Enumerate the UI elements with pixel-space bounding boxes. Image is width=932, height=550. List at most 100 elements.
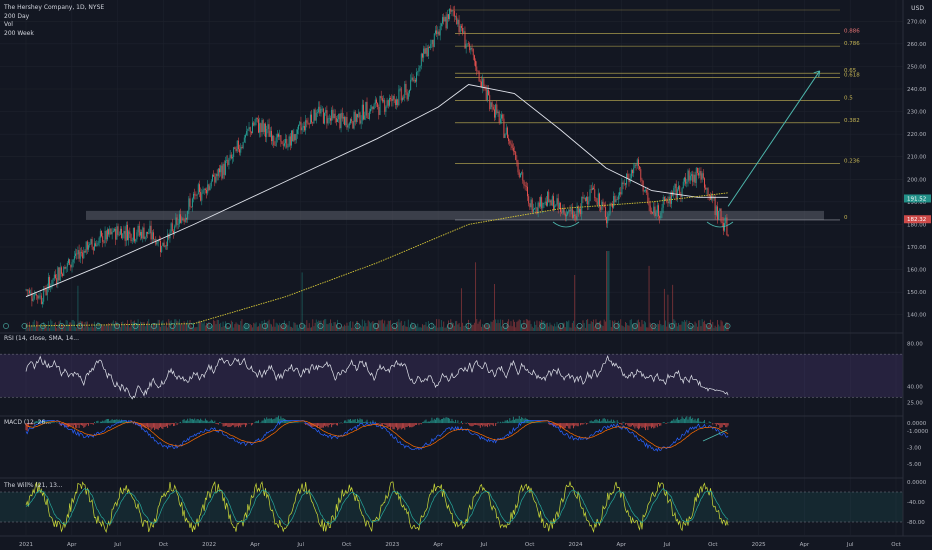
candle-body bbox=[628, 178, 630, 182]
candle-body bbox=[88, 245, 89, 250]
candle-body bbox=[73, 256, 75, 260]
macd-histogram-bar bbox=[204, 418, 206, 424]
macd-histogram-bar bbox=[165, 423, 167, 427]
candle-body bbox=[499, 118, 501, 123]
candle-body bbox=[587, 197, 589, 205]
indicator-200-week[interactable]: 200 Week bbox=[4, 29, 34, 37]
macd-histogram-bar bbox=[409, 423, 410, 428]
candle-body bbox=[168, 234, 170, 239]
macd-histogram-bar bbox=[275, 417, 277, 424]
candle-body bbox=[31, 292, 33, 301]
event-marker bbox=[391, 323, 398, 329]
willr-pane-label[interactable]: The Will% (21, 13... bbox=[4, 482, 63, 489]
volume-bar bbox=[699, 320, 701, 331]
volume-bar bbox=[392, 326, 394, 331]
event-marker bbox=[206, 323, 213, 329]
volume-bar bbox=[75, 327, 77, 331]
candle-body bbox=[288, 136, 290, 147]
candle-body bbox=[345, 117, 347, 126]
candle-body bbox=[357, 114, 359, 118]
candle-body bbox=[567, 211, 569, 215]
macd-histogram-bar bbox=[162, 423, 164, 430]
rsi-pane-label[interactable]: RSI (14, close, SMA, 14... bbox=[4, 335, 79, 342]
macd-histogram-bar bbox=[26, 423, 28, 431]
volume-bar bbox=[608, 251, 610, 331]
candle-body bbox=[197, 184, 199, 195]
candle-body bbox=[471, 47, 473, 49]
macd-histogram-bar bbox=[504, 420, 506, 424]
volume-bar bbox=[586, 319, 587, 331]
event-marker bbox=[95, 323, 102, 329]
candle-body bbox=[615, 199, 617, 202]
candle-body bbox=[519, 173, 521, 178]
macd-histogram-bar bbox=[438, 418, 440, 424]
event-marker bbox=[373, 323, 379, 329]
macd-pane-label[interactable]: MACD (12, 26... bbox=[4, 419, 52, 426]
volume-bar bbox=[31, 325, 33, 331]
candle-body bbox=[449, 8, 451, 19]
volume-bar bbox=[543, 320, 545, 331]
candle-body bbox=[485, 88, 487, 101]
volume-bar bbox=[569, 327, 571, 331]
macd-histogram-bar bbox=[115, 419, 117, 424]
volume-bar bbox=[106, 325, 108, 331]
macd-histogram-bar bbox=[692, 417, 694, 424]
volume-bar bbox=[720, 320, 722, 331]
volume-bar bbox=[642, 324, 644, 331]
volume-bar bbox=[620, 319, 622, 331]
macd-histogram-bar bbox=[537, 422, 539, 424]
macd-histogram-bar bbox=[698, 418, 700, 424]
macd-histogram-bar bbox=[161, 423, 163, 429]
volume-bar bbox=[30, 325, 32, 331]
price-tag-label: 182.32 bbox=[907, 217, 926, 223]
volume-bar bbox=[565, 321, 567, 331]
volume-bar bbox=[273, 319, 275, 331]
candle-body bbox=[517, 162, 519, 173]
macd-histogram-bar bbox=[287, 420, 289, 424]
macd-histogram-bar bbox=[437, 417, 439, 424]
macd-histogram-bar bbox=[193, 419, 195, 424]
candle-body bbox=[332, 109, 334, 119]
volume-bar bbox=[318, 320, 320, 331]
volume-bar bbox=[537, 327, 539, 331]
macd-histogram-bar bbox=[669, 421, 671, 424]
candle-body bbox=[340, 112, 342, 129]
volume-bar bbox=[346, 322, 348, 331]
volume-bar bbox=[718, 324, 720, 331]
currency-badge[interactable]: USD bbox=[911, 5, 924, 12]
volume-bar bbox=[154, 323, 156, 331]
volume-bar bbox=[246, 324, 248, 331]
candle-body bbox=[149, 225, 151, 234]
volume-bar bbox=[641, 319, 643, 331]
candle-body bbox=[511, 144, 513, 148]
volume-bar bbox=[492, 320, 494, 331]
volume-bar bbox=[489, 326, 491, 331]
candle-body bbox=[305, 120, 307, 131]
volume-bar bbox=[311, 327, 313, 331]
volume-bar bbox=[483, 325, 485, 331]
macd-histogram-bar bbox=[99, 421, 101, 424]
volume-bar bbox=[162, 320, 164, 331]
volume-bar bbox=[52, 326, 54, 331]
candle-body bbox=[118, 234, 120, 236]
event-marker bbox=[428, 323, 435, 329]
candle-body bbox=[498, 111, 500, 123]
indicator-200-day[interactable]: 200 Day bbox=[4, 12, 30, 20]
candle-body bbox=[117, 226, 119, 235]
volume-bar bbox=[629, 320, 631, 331]
volume-bar bbox=[599, 321, 600, 331]
macd-histogram-bar bbox=[33, 421, 35, 424]
candle-body bbox=[692, 174, 694, 182]
event-marker bbox=[132, 323, 139, 329]
candle-body bbox=[429, 47, 431, 49]
macd-histogram-bar bbox=[243, 423, 245, 425]
indicator-volume[interactable]: Vol bbox=[4, 21, 13, 28]
volume-bar bbox=[160, 326, 161, 331]
macd-histogram-bar bbox=[649, 423, 651, 427]
candle-body bbox=[83, 250, 85, 259]
volume-bar bbox=[698, 320, 700, 331]
candle-body bbox=[160, 240, 161, 252]
volume-bar bbox=[551, 325, 553, 331]
candle-body bbox=[583, 197, 585, 199]
